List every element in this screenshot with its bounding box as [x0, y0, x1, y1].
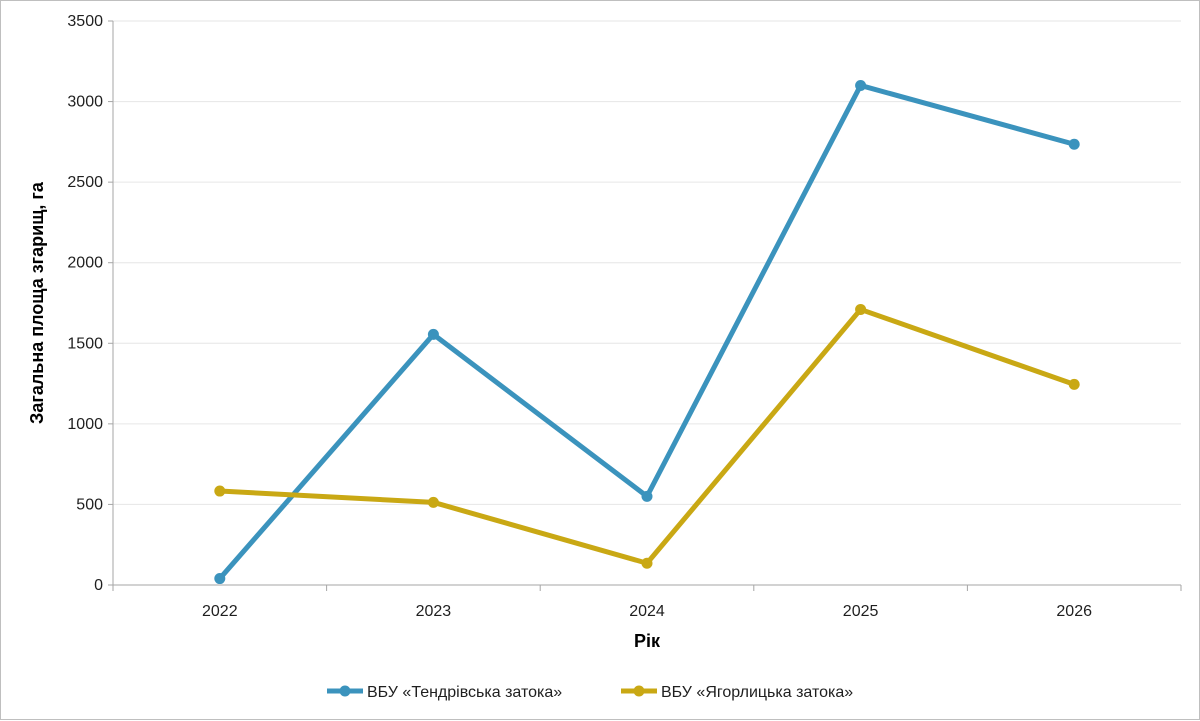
data-point-2-2024: [641, 557, 653, 569]
data-point-2-2023: [427, 496, 439, 508]
legend-swatch-marker-1: [339, 685, 351, 697]
series-group: [214, 79, 1080, 585]
x-tick-label-2022: 2022: [202, 603, 238, 620]
data-point-2-2026: [1068, 378, 1080, 390]
series-line-2: [217, 306, 1077, 566]
data-point-2-2022: [214, 485, 226, 497]
gridlines: [113, 20, 1181, 505]
x-tick-label-2026: 2026: [1056, 603, 1092, 620]
legend-label-2: ВБУ «Ягорлицька затока»: [661, 684, 853, 701]
y-tick-label-500: 500: [76, 496, 103, 513]
data-point-1-2026: [1068, 138, 1080, 150]
legend-label-1: ВБУ «Тендрівська затока»: [367, 684, 562, 701]
legend: ВБУ «Тендрівська затока» ВБУ «Ягорлицька …: [327, 684, 853, 701]
x-axis-title: Рік: [634, 631, 661, 651]
x-tick-label-2023: 2023: [416, 603, 452, 620]
y-tick-label-1000: 1000: [67, 416, 103, 433]
legend-item-1: ВБУ «Тендрівська затока»: [327, 684, 562, 701]
series-1: [214, 79, 1080, 585]
y-tick-labels: 0 500 1000 1500 2000 2500 3000 3500: [67, 13, 113, 594]
y-tick-label-3000: 3000: [67, 94, 103, 111]
y-tick-label-0: 0: [94, 577, 103, 594]
y-tick-label-2500: 2500: [67, 174, 103, 191]
y-tick-label-1500: 1500: [67, 335, 103, 352]
data-point-2-2025: [855, 303, 867, 315]
legend-swatch-marker-2: [633, 685, 645, 697]
x-tick-label-2024: 2024: [629, 603, 665, 620]
y-axis-title: Загальна площа згарищ, га: [27, 181, 47, 424]
y-tick-label-3500: 3500: [67, 13, 103, 30]
data-point-1-2025: [855, 79, 867, 91]
axes: [112, 21, 1181, 586]
legend-item-2: ВБУ «Ягорлицька затока»: [621, 684, 853, 701]
y-tick-label-2000: 2000: [67, 255, 103, 272]
data-point-1-2024: [641, 490, 653, 502]
x-tick-labels: 2022 2023 2024 2025 2026: [112, 585, 1182, 620]
data-point-1-2022: [214, 573, 226, 585]
x-tick-label-2025: 2025: [843, 603, 879, 620]
series-2: [214, 303, 1080, 569]
data-point-1-2023: [427, 328, 439, 340]
